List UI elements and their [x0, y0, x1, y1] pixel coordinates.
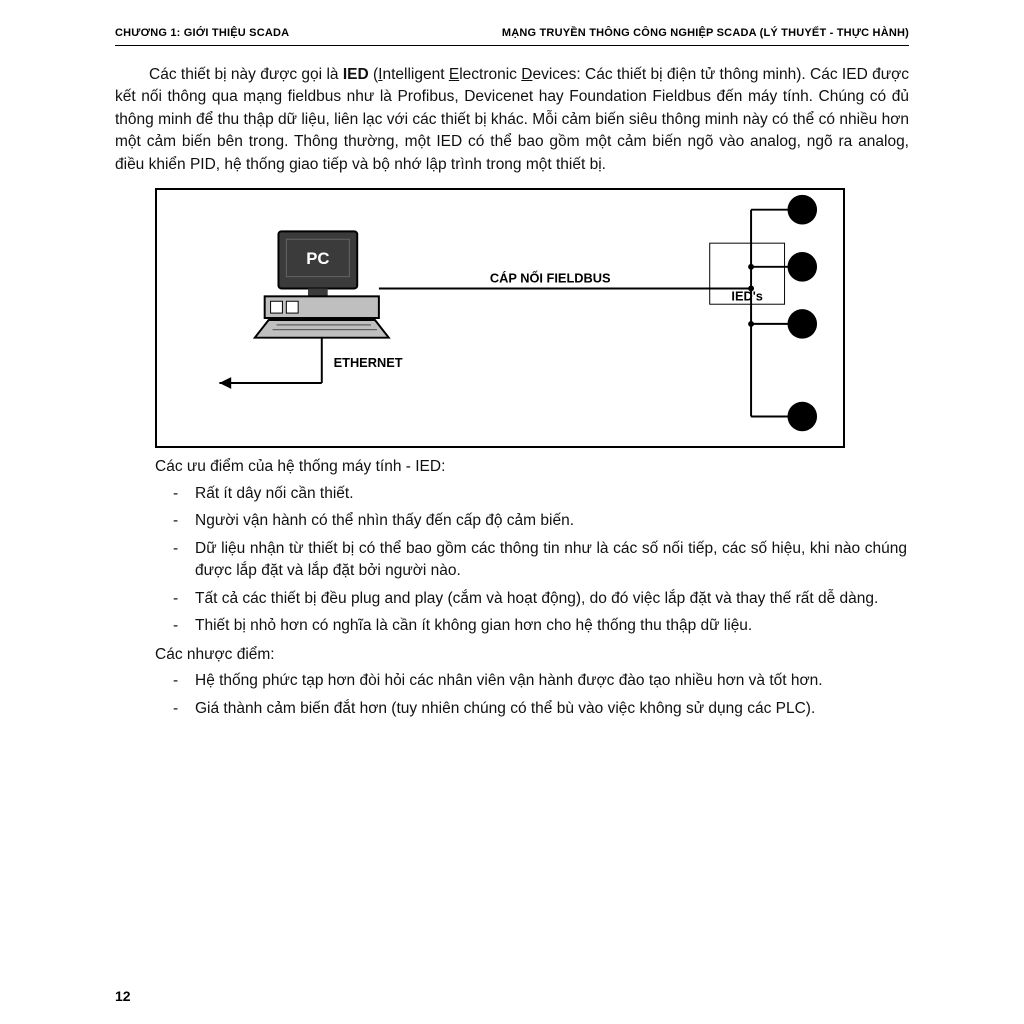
pc-label: PC: [306, 249, 329, 268]
list-item: Thiết bị nhỏ hơn có nghĩa là cần ít khôn…: [173, 615, 907, 637]
fieldbus-label: CÁP NỐI FIELDBUS: [490, 271, 611, 286]
list-item: Tất cả các thiết bị đều plug and play (c…: [173, 588, 907, 610]
ethernet-label: ETHERNET: [334, 356, 403, 371]
advantages-heading: Các ưu điểm của hệ thống máy tính - IED:: [155, 456, 909, 478]
disadvantages-heading: Các nhược điểm:: [155, 644, 909, 666]
header-right: MẠNG TRUYỀN THÔNG CÔNG NGHIỆP SCADA (LÝ …: [502, 26, 909, 42]
list-item: Giá thành cảm biến đắt hơn (tuy nhiên ch…: [173, 698, 907, 720]
page-header: CHƯƠNG 1: GIỚI THIỆU SCADA MẠNG TRUYỀN T…: [115, 26, 909, 46]
list-item: Rất ít dây nối cần thiết.: [173, 483, 907, 505]
list-item: Hệ thống phức tạp hơn đòi hỏi các nhân v…: [173, 670, 907, 692]
ieds-label: IED's: [731, 289, 763, 304]
advantages-list: Rất ít dây nối cần thiết. Người vận hành…: [173, 483, 907, 638]
pc-icon: PC: [255, 232, 389, 338]
intro-paragraph: Các thiết bị này được gọi là IED (Intell…: [115, 64, 909, 176]
header-left: CHƯƠNG 1: GIỚI THIỆU SCADA: [115, 26, 289, 42]
fieldbus-diagram: IED's PC CÁP NỐI FIELDBUS ETHERNET: [155, 188, 845, 448]
list-item: Người vận hành có thể nhìn thấy đến cấp …: [173, 510, 907, 532]
list-item: Dữ liệu nhận từ thiết bị có thể bao gồm …: [173, 538, 907, 583]
page-number: 12: [115, 986, 131, 1006]
disadvantages-list: Hệ thống phức tạp hơn đòi hỏi các nhân v…: [173, 670, 907, 720]
